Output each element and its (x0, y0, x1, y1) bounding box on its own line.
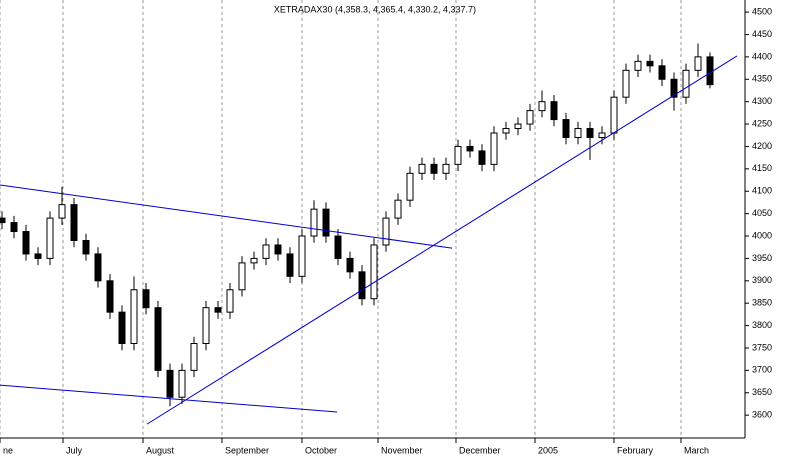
candle-body (94, 253, 102, 282)
y-tick-label: 3700 (752, 365, 772, 375)
candle-body (442, 163, 450, 174)
candle-body (502, 128, 510, 134)
y-tick-label: 3800 (752, 320, 772, 330)
y-tick-label: 3900 (752, 275, 772, 285)
x-tick-label: December (459, 445, 501, 455)
candle-body (694, 56, 702, 71)
candle-body (154, 307, 162, 371)
y-tick-label: 4250 (752, 118, 772, 128)
candle-body (586, 128, 594, 138)
candle-body (286, 253, 294, 277)
y-tick-label: 3600 (752, 410, 772, 420)
candle-body (34, 253, 42, 259)
candle-body (58, 204, 66, 219)
y-tick-label: 4400 (752, 51, 772, 61)
candle-body (382, 217, 390, 246)
x-tick-label: ne (3, 445, 13, 455)
candle-body (526, 110, 534, 125)
candle-body (634, 60, 642, 71)
candle-body (466, 145, 474, 152)
y-tick-label: 4300 (752, 96, 772, 106)
x-tick-label: 2005 (538, 445, 558, 455)
candle-body (706, 56, 714, 86)
candle-body (562, 119, 570, 138)
x-tick-label: October (305, 445, 337, 455)
candle-body (538, 101, 546, 112)
x-tick-label: March (684, 445, 709, 455)
candle-body (574, 128, 582, 138)
candle-body (418, 163, 426, 174)
candle-body (406, 172, 414, 201)
candle-body (82, 239, 90, 255)
y-tick-label: 4050 (752, 208, 772, 218)
candle-body (46, 217, 54, 259)
candle-body (178, 369, 186, 398)
x-tick-label: February (617, 445, 654, 455)
y-tick-label: 4000 (752, 230, 772, 240)
candle-body (646, 60, 654, 67)
trend-line (0, 184, 453, 249)
candle-body (334, 235, 342, 259)
candle-body (0, 217, 6, 224)
candle-body (238, 262, 246, 291)
y-tick-label: 3850 (752, 298, 772, 308)
y-tick-label: 4200 (752, 141, 772, 151)
candle-body (598, 132, 606, 138)
candle-body (430, 163, 438, 174)
candle-body (550, 101, 558, 121)
candle-body (478, 150, 486, 165)
y-tick-label: 4100 (752, 186, 772, 196)
candle-body (322, 208, 330, 237)
candle-body (298, 235, 306, 277)
candle-body (118, 311, 126, 345)
candle-body (274, 244, 282, 255)
trend-line (146, 55, 738, 425)
y-tick-label: 4150 (752, 163, 772, 173)
candle-body (454, 145, 462, 165)
candle-body (514, 123, 522, 130)
candle-body (250, 257, 258, 264)
y-tick-label: 3650 (752, 387, 772, 397)
candle-body (142, 289, 150, 309)
candle-body (346, 257, 354, 273)
candle-body (130, 289, 138, 345)
trend-line (0, 384, 338, 413)
candle-body (682, 69, 690, 98)
y-tick-label: 4350 (752, 74, 772, 84)
x-tick-label: September (225, 445, 269, 455)
candle-body (166, 369, 174, 398)
candle-body (394, 199, 402, 219)
candle-body (622, 69, 630, 98)
candle-body (670, 78, 678, 98)
x-tick-label: November (381, 445, 423, 455)
x-tick-label: August (146, 445, 175, 455)
candle-body (226, 289, 234, 313)
y-tick-label: 4450 (752, 29, 772, 39)
candle-body (10, 222, 18, 233)
candle-body (310, 208, 318, 237)
y-tick-label: 3750 (752, 342, 772, 352)
candle-body (358, 271, 366, 300)
candle-body (202, 307, 210, 345)
candle-body (490, 132, 498, 165)
candle-body (658, 65, 666, 80)
candle-body (70, 204, 78, 241)
candle-body (22, 231, 30, 255)
y-tick-label: 4500 (752, 6, 772, 16)
candle-body (190, 343, 198, 371)
candle-body (370, 244, 378, 300)
candle-body (106, 280, 114, 313)
candle-body (262, 244, 270, 259)
candle-body (610, 96, 618, 134)
x-tick-label: July (66, 445, 83, 455)
chart-title: XETRADAX30 (4,358.3, 4,365.4, 4,330.2, 4… (274, 4, 476, 14)
y-tick-label: 3950 (752, 253, 772, 263)
candle-body (214, 307, 222, 313)
